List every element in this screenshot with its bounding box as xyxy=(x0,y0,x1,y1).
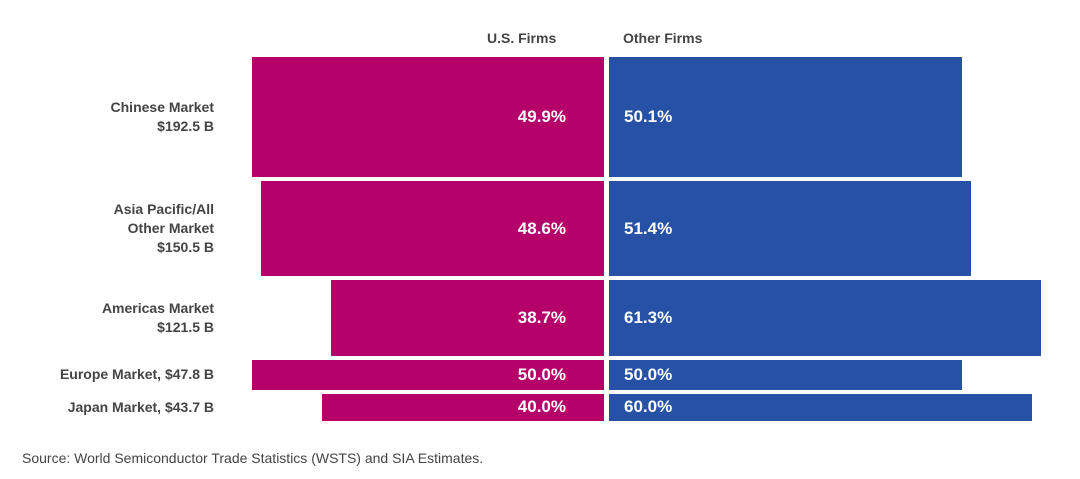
bar-other-firms xyxy=(609,57,963,178)
bar-other-firms xyxy=(609,181,972,276)
bar-other-firms xyxy=(609,359,962,390)
bar-us-firms xyxy=(252,57,604,178)
bar-us-firms xyxy=(261,181,604,276)
value-label-us: 48.6% xyxy=(517,218,566,238)
category-label: Americas Market $121.5 B xyxy=(101,299,214,335)
value-label-us: 40.0% xyxy=(517,397,566,417)
value-label-us: 50.0% xyxy=(517,364,566,384)
legend-other-firms: Other Firms xyxy=(623,30,703,46)
category-label: Europe Market, $47.8 B xyxy=(59,366,214,383)
bar-us-firms xyxy=(251,359,604,390)
value-label-other: 60.0% xyxy=(624,397,673,417)
source-note: Source: World Semiconductor Trade Statis… xyxy=(22,450,484,466)
bar-us-firms xyxy=(322,393,604,421)
value-label-other: 51.4% xyxy=(624,218,673,238)
category-label: Japan Market, $43.7 B xyxy=(67,398,214,415)
value-label-us: 49.9% xyxy=(517,107,566,127)
value-label-us: 38.7% xyxy=(517,307,566,327)
bar-us-firms xyxy=(331,279,604,356)
legend-us-firms: U.S. Firms xyxy=(487,30,557,46)
value-label-other: 61.3% xyxy=(624,307,673,327)
value-label-other: 50.0% xyxy=(624,364,673,384)
category-label: Asia Pacific/All Other Market $150.5 B xyxy=(113,201,214,256)
bar-other-firms xyxy=(609,279,1042,356)
category-label: Chinese Market $192.5 B xyxy=(110,99,214,135)
bar-other-firms xyxy=(609,393,1032,421)
value-label-other: 50.1% xyxy=(624,107,673,127)
